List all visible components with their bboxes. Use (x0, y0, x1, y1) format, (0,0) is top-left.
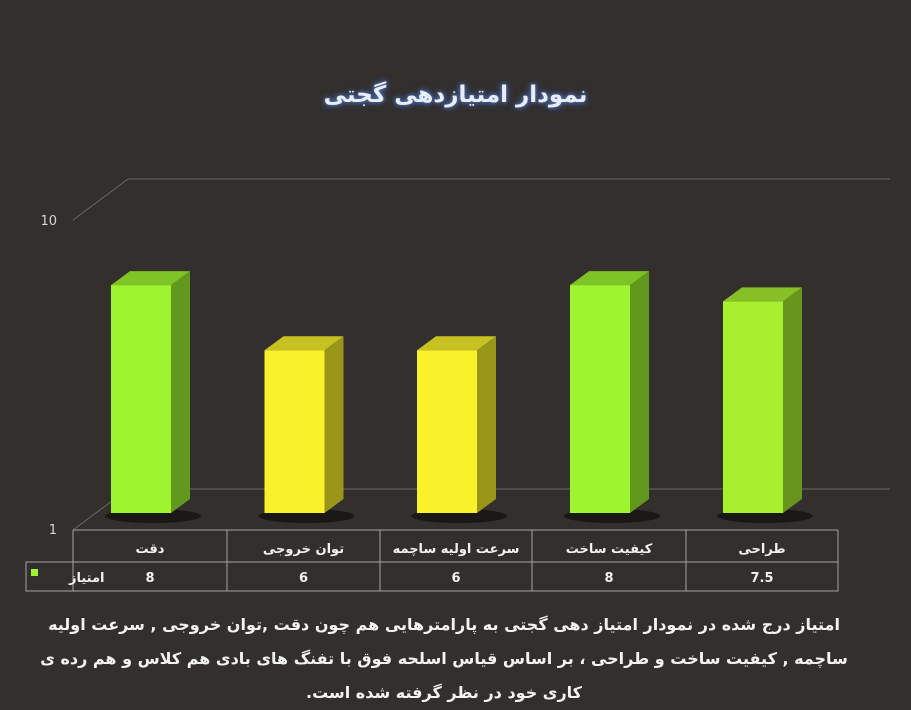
y-tick-label: 1 (49, 523, 57, 538)
y-axis-ticks: 1 10 (40, 214, 57, 538)
bar-top (723, 287, 802, 302)
bar-side (171, 271, 190, 513)
bar-front (417, 350, 477, 513)
bar (723, 287, 802, 513)
data-table: دقت 8 توان خروجی 6 سرعت اولیه ساچمه 6 کیفیت سا… (25, 529, 839, 592)
bar-side (324, 336, 344, 513)
category-label: توان خروجی (263, 542, 344, 557)
category-label: کیفیت ساخت (566, 542, 653, 557)
bar (264, 336, 344, 513)
bar-side (783, 287, 802, 513)
bar-side (477, 336, 496, 513)
bar (111, 271, 190, 513)
legend-swatch (31, 569, 38, 576)
data-label: 7.5 (750, 571, 773, 586)
bar-front (264, 350, 325, 513)
y-tick-label: 10 (40, 214, 57, 229)
data-label: 6 (299, 571, 308, 586)
bar (570, 271, 649, 513)
bar-front (570, 285, 630, 513)
category-label: طراحی (738, 542, 785, 557)
bar-top (417, 336, 496, 351)
bar-top (570, 271, 649, 286)
bar-front (111, 285, 171, 513)
data-label: 8 (604, 571, 613, 586)
category-label: سرعت اولیه ساچمه (393, 542, 520, 557)
legend-label: امتیاز (68, 571, 104, 586)
bar-top (264, 336, 344, 351)
data-label: 6 (451, 571, 460, 586)
chart-caption: امتیاز درج شده در نمودار امتیاز دهی گجتی… (40, 615, 848, 702)
bars (111, 271, 802, 513)
gridline-top (72, 178, 129, 221)
category-label: دقت (136, 542, 165, 557)
bar-top (111, 271, 190, 286)
chart-title: نمودار امتیازدهی گجتی (323, 82, 588, 108)
bar-front (723, 301, 783, 513)
bar-side (630, 271, 649, 513)
data-label: 8 (145, 571, 154, 586)
bar (417, 336, 496, 513)
